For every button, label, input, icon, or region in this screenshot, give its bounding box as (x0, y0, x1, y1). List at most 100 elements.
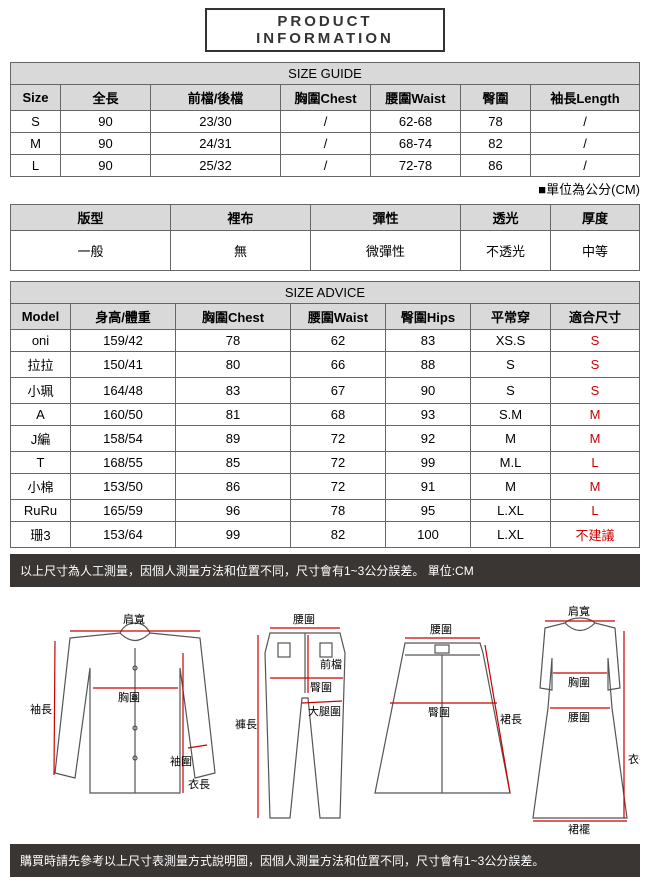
advice-row: 小棉153/50867291MM (11, 474, 640, 500)
size-guide-row: M9024/31/68-7482/ (11, 133, 640, 155)
col-hip: 臀圍 (461, 85, 531, 111)
attributes-table: 版型 裡布 彈性 透光 厚度 一般 無 微彈性 不透光 中等 (10, 204, 640, 271)
advice-cell: 80 (176, 352, 291, 378)
svg-text:裙襬: 裙襬 (568, 823, 590, 836)
size-guide-cell: / (281, 133, 371, 155)
attr-col-stretch: 彈性 (311, 205, 461, 231)
size-guide-cell: 90 (61, 133, 151, 155)
size-guide-row: S9023/30/62-6878/ (11, 111, 640, 133)
attr-col-fit: 版型 (11, 205, 171, 231)
advice-cell: A (11, 404, 71, 426)
advice-cell: 160/50 (71, 404, 176, 426)
advice-row: RuRu165/59967895L.XLL (11, 500, 640, 522)
svg-text:大腿圍: 大腿圍 (308, 704, 341, 718)
svg-text:衣長: 衣長 (628, 752, 640, 766)
advice-cell: 83 (386, 330, 471, 352)
advice-cell: 66 (291, 352, 386, 378)
col-chest: 胸圍Chest (281, 85, 371, 111)
advice-cell: S (551, 352, 640, 378)
svg-text:胸圍: 胸圍 (568, 675, 590, 689)
size-guide-cell: S (11, 111, 61, 133)
advice-cell: 72 (291, 426, 386, 452)
measurement-note-2: 購買時請先參考以上尺寸表測量方式說明圖，因個人測量方法和位置不同，尺寸會有1~3… (10, 844, 640, 877)
svg-text:腰圍: 腰圍 (430, 623, 452, 636)
attr-col-lining: 裡布 (171, 205, 311, 231)
advice-cell: 153/64 (71, 522, 176, 548)
advice-cell: 83 (176, 378, 291, 404)
advice-cell: M.L (471, 452, 551, 474)
advice-cell: 168/55 (71, 452, 176, 474)
advice-cell: 86 (176, 474, 291, 500)
adv-col-waist: 腰圍Waist (291, 304, 386, 330)
size-guide-cell: / (281, 111, 371, 133)
size-guide-table: SIZE GUIDE Size 全長 前檔/後檔 胸圍Chest 腰圍Waist… (10, 62, 640, 177)
advice-cell: 164/48 (71, 378, 176, 404)
advice-cell: M (551, 404, 640, 426)
size-guide-colrow: Size 全長 前檔/後檔 胸圍Chest 腰圍Waist 臀圍 袖長Lengt… (11, 85, 640, 111)
svg-text:衣長: 衣長 (188, 777, 210, 791)
size-guide-cell: / (281, 155, 371, 177)
advice-cell: M (471, 426, 551, 452)
advice-cell: 72 (291, 474, 386, 500)
advice-cell: L (551, 452, 640, 474)
svg-text:裙長: 裙長 (500, 713, 522, 726)
size-guide-cell: M (11, 133, 61, 155)
advice-cell: 68 (291, 404, 386, 426)
attr-col-thick: 厚度 (551, 205, 640, 231)
size-guide-row: L9025/32/72-7886/ (11, 155, 640, 177)
size-guide-cell: L (11, 155, 61, 177)
advice-cell: M (471, 474, 551, 500)
size-advice-header: SIZE ADVICE (11, 282, 640, 304)
attr-val-fit: 一般 (11, 231, 171, 271)
advice-cell: 90 (386, 378, 471, 404)
attr-col-sheer: 透光 (461, 205, 551, 231)
svg-text:袖圍: 袖圍 (170, 754, 192, 768)
col-length: 全長 (61, 85, 151, 111)
advice-cell: 拉拉 (11, 352, 71, 378)
advice-row: 小珮164/48836790SS (11, 378, 640, 404)
size-guide-cell: / (531, 133, 640, 155)
product-info-title: PRODUCT INFORMATION (205, 8, 445, 52)
size-guide-cell: 82 (461, 133, 531, 155)
attr-val-lining: 無 (171, 231, 311, 271)
size-guide-cell: 62-68 (371, 111, 461, 133)
advice-cell: 100 (386, 522, 471, 548)
advice-cell: L.XL (471, 500, 551, 522)
advice-cell: 62 (291, 330, 386, 352)
size-guide-cell: 23/30 (151, 111, 281, 133)
advice-row: oni159/42786283XS.SS (11, 330, 640, 352)
advice-cell: 99 (176, 522, 291, 548)
attr-val-thick: 中等 (551, 231, 640, 271)
advice-cell: 93 (386, 404, 471, 426)
advice-cell: 91 (386, 474, 471, 500)
svg-text:腰圍: 腰圍 (568, 711, 590, 724)
attr-val-stretch: 微彈性 (311, 231, 461, 271)
advice-row: 拉拉150/41806688SS (11, 352, 640, 378)
advice-row: A160/50816893S.MM (11, 404, 640, 426)
advice-cell: L (551, 500, 640, 522)
advice-cell: S.M (471, 404, 551, 426)
advice-cell: S (471, 378, 551, 404)
svg-text:肩寬: 肩寬 (568, 604, 590, 618)
attr-val-sheer: 不透光 (461, 231, 551, 271)
advice-cell: 88 (386, 352, 471, 378)
advice-cell: 78 (176, 330, 291, 352)
size-guide-cell: 68-74 (371, 133, 461, 155)
advice-cell: 72 (291, 452, 386, 474)
size-guide-cell: 72-78 (371, 155, 461, 177)
advice-row: T168/55857299M.LL (11, 452, 640, 474)
svg-text:臀圍: 臀圍 (428, 706, 450, 719)
size-guide-cell: 24/31 (151, 133, 281, 155)
adv-col-usual: 平常穿 (471, 304, 551, 330)
advice-cell: 92 (386, 426, 471, 452)
size-guide-cell: / (531, 155, 640, 177)
advice-cell: 不建議 (551, 522, 640, 548)
size-guide-cell: 25/32 (151, 155, 281, 177)
advice-cell: 小棉 (11, 474, 71, 500)
adv-col-fit: 適合尺寸 (551, 304, 640, 330)
advice-cell: 159/42 (71, 330, 176, 352)
advice-cell: 165/59 (71, 500, 176, 522)
advice-cell: 150/41 (71, 352, 176, 378)
advice-cell: oni (11, 330, 71, 352)
svg-text:胸圍: 胸圍 (118, 690, 140, 704)
